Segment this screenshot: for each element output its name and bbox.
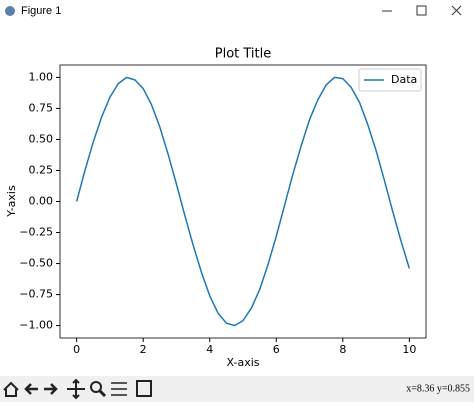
forward-button[interactable] xyxy=(44,383,58,395)
x-tick-label: 8 xyxy=(339,343,346,356)
legend-box xyxy=(358,68,422,92)
close-button[interactable] xyxy=(451,5,462,16)
back-button[interactable] xyxy=(24,383,38,395)
y-tick-label: 0.75 xyxy=(29,101,54,114)
y-tick-label: −0.50 xyxy=(19,257,53,270)
x-tick-label: 6 xyxy=(273,343,280,356)
save-button[interactable] xyxy=(136,380,152,397)
legend-label: Data xyxy=(391,73,417,86)
app-icon xyxy=(5,6,15,16)
y-tick-label: 0.00 xyxy=(29,195,54,208)
y-tick-label: −1.00 xyxy=(19,319,53,332)
x-tick-label: 0 xyxy=(73,343,80,356)
home-button[interactable] xyxy=(3,381,19,397)
axes-frame xyxy=(59,64,427,339)
y-tick-label: 0.50 xyxy=(29,132,54,145)
status-text: x=8.36 y=0.855 xyxy=(406,383,470,394)
configure-button[interactable] xyxy=(111,382,127,396)
y-axis-label: Y-axis xyxy=(5,185,18,218)
zoom-button[interactable] xyxy=(90,381,102,393)
plot: Plot Title X-axis Y-axis 0 2 4 6 8 10 −1.00 −0.… xyxy=(5,47,427,369)
x-tick-label: 2 xyxy=(140,343,147,356)
x-axis-label: X-axis xyxy=(227,356,260,369)
y-tick-label: 0.25 xyxy=(29,163,54,176)
x-tick-label: 4 xyxy=(206,343,213,356)
y-tick-label: −0.75 xyxy=(19,288,53,301)
window-title: Figure 1 xyxy=(21,5,61,17)
zoom-handle xyxy=(98,389,107,398)
maximize-button[interactable] xyxy=(416,5,427,16)
y-tick-label: 1.00 xyxy=(29,70,54,83)
pan-button[interactable] xyxy=(67,378,85,400)
title-bar xyxy=(0,0,474,22)
x-tick-label: 10 xyxy=(402,343,416,356)
chart-title: Plot Title xyxy=(215,47,272,62)
y-tick-label: −0.25 xyxy=(19,226,53,239)
data-line xyxy=(75,76,411,327)
